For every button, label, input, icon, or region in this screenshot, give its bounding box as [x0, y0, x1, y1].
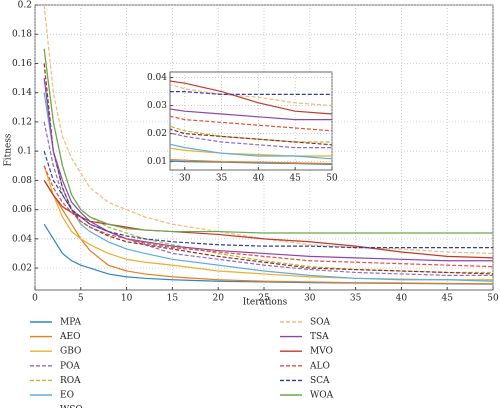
x-tick-label: 50 [487, 294, 499, 304]
legend-label: SOA [310, 318, 331, 328]
legend-label: GBO [60, 347, 81, 357]
inset-x-tick-label: 50 [326, 174, 338, 184]
x-tick-label: 20 [212, 294, 224, 304]
x-tick-label: 25 [258, 294, 270, 304]
legend-label: ROA [60, 376, 81, 386]
inset-series-group [170, 80, 332, 165]
inset-x-tick-label: 45 [289, 174, 301, 184]
y-tick-label: 0.02 [12, 264, 32, 274]
inset-series-line [170, 125, 332, 143]
inset-y-tick-label: 0.01 [147, 157, 167, 167]
inset-y-tick-label: 0.04 [147, 73, 167, 83]
inset-y-tick-label: 0.02 [147, 129, 167, 139]
y-tick-label: 0.04 [12, 234, 32, 244]
x-tick-label: 35 [350, 294, 362, 304]
inset-series-line [170, 160, 332, 165]
inset-series-line [170, 132, 332, 149]
series-line [43, 48, 493, 234]
legend-label: WOA [310, 391, 334, 401]
series-line [43, 165, 493, 268]
y-tick-label: 0.18 [12, 30, 32, 40]
x-tick-label: 15 [167, 294, 179, 304]
x-tick-label: 10 [121, 294, 133, 304]
inset-series-line [170, 143, 332, 160]
series-line [43, 150, 493, 249]
inset-series-line [170, 80, 332, 115]
y-tick-label: 0.14 [12, 88, 32, 98]
series-line [43, 63, 493, 275]
legend-label: EO [60, 391, 74, 401]
y-tick-label: 0.06 [12, 205, 32, 215]
legend-label: POA [60, 361, 80, 371]
x-tick-label: 30 [304, 294, 316, 304]
legend-label: MPA [60, 318, 81, 328]
series-line [43, 121, 493, 276]
x-tick-label: 40 [396, 294, 408, 304]
y-tick-label: 0.1 [18, 147, 32, 157]
series-group [43, 5, 493, 285]
legend-label: MVO [310, 347, 333, 357]
inset-x-tick-label: 35 [216, 174, 228, 184]
y-axis-label: Fitness [4, 133, 14, 166]
series-line [43, 180, 493, 285]
inset-series-line [170, 159, 332, 165]
y-tick-label: 0.08 [12, 176, 32, 186]
y-tick-label: 0.12 [12, 117, 32, 127]
x-tick-label: 5 [78, 294, 84, 304]
legend-label: ALO [309, 361, 330, 371]
series-line [43, 78, 493, 262]
legend-label: SCA [310, 376, 330, 386]
legend-label: AEO [59, 332, 80, 342]
inset-x-tick-label: 40 [253, 174, 265, 184]
inset-x-tick-label: 30 [179, 174, 191, 184]
x-axis-label: Iterations [243, 298, 288, 308]
legend-label: WSO [60, 405, 83, 408]
inset-series-line [170, 108, 332, 121]
inset-y-tick-label: 0.03 [147, 101, 167, 111]
legend-label: TSA [310, 332, 329, 342]
y-tick-label: 0.2 [18, 1, 32, 11]
y-tick-label: 0.16 [12, 59, 32, 69]
x-tick-label: 45 [441, 294, 453, 304]
x-tick-label: 0 [32, 294, 38, 304]
